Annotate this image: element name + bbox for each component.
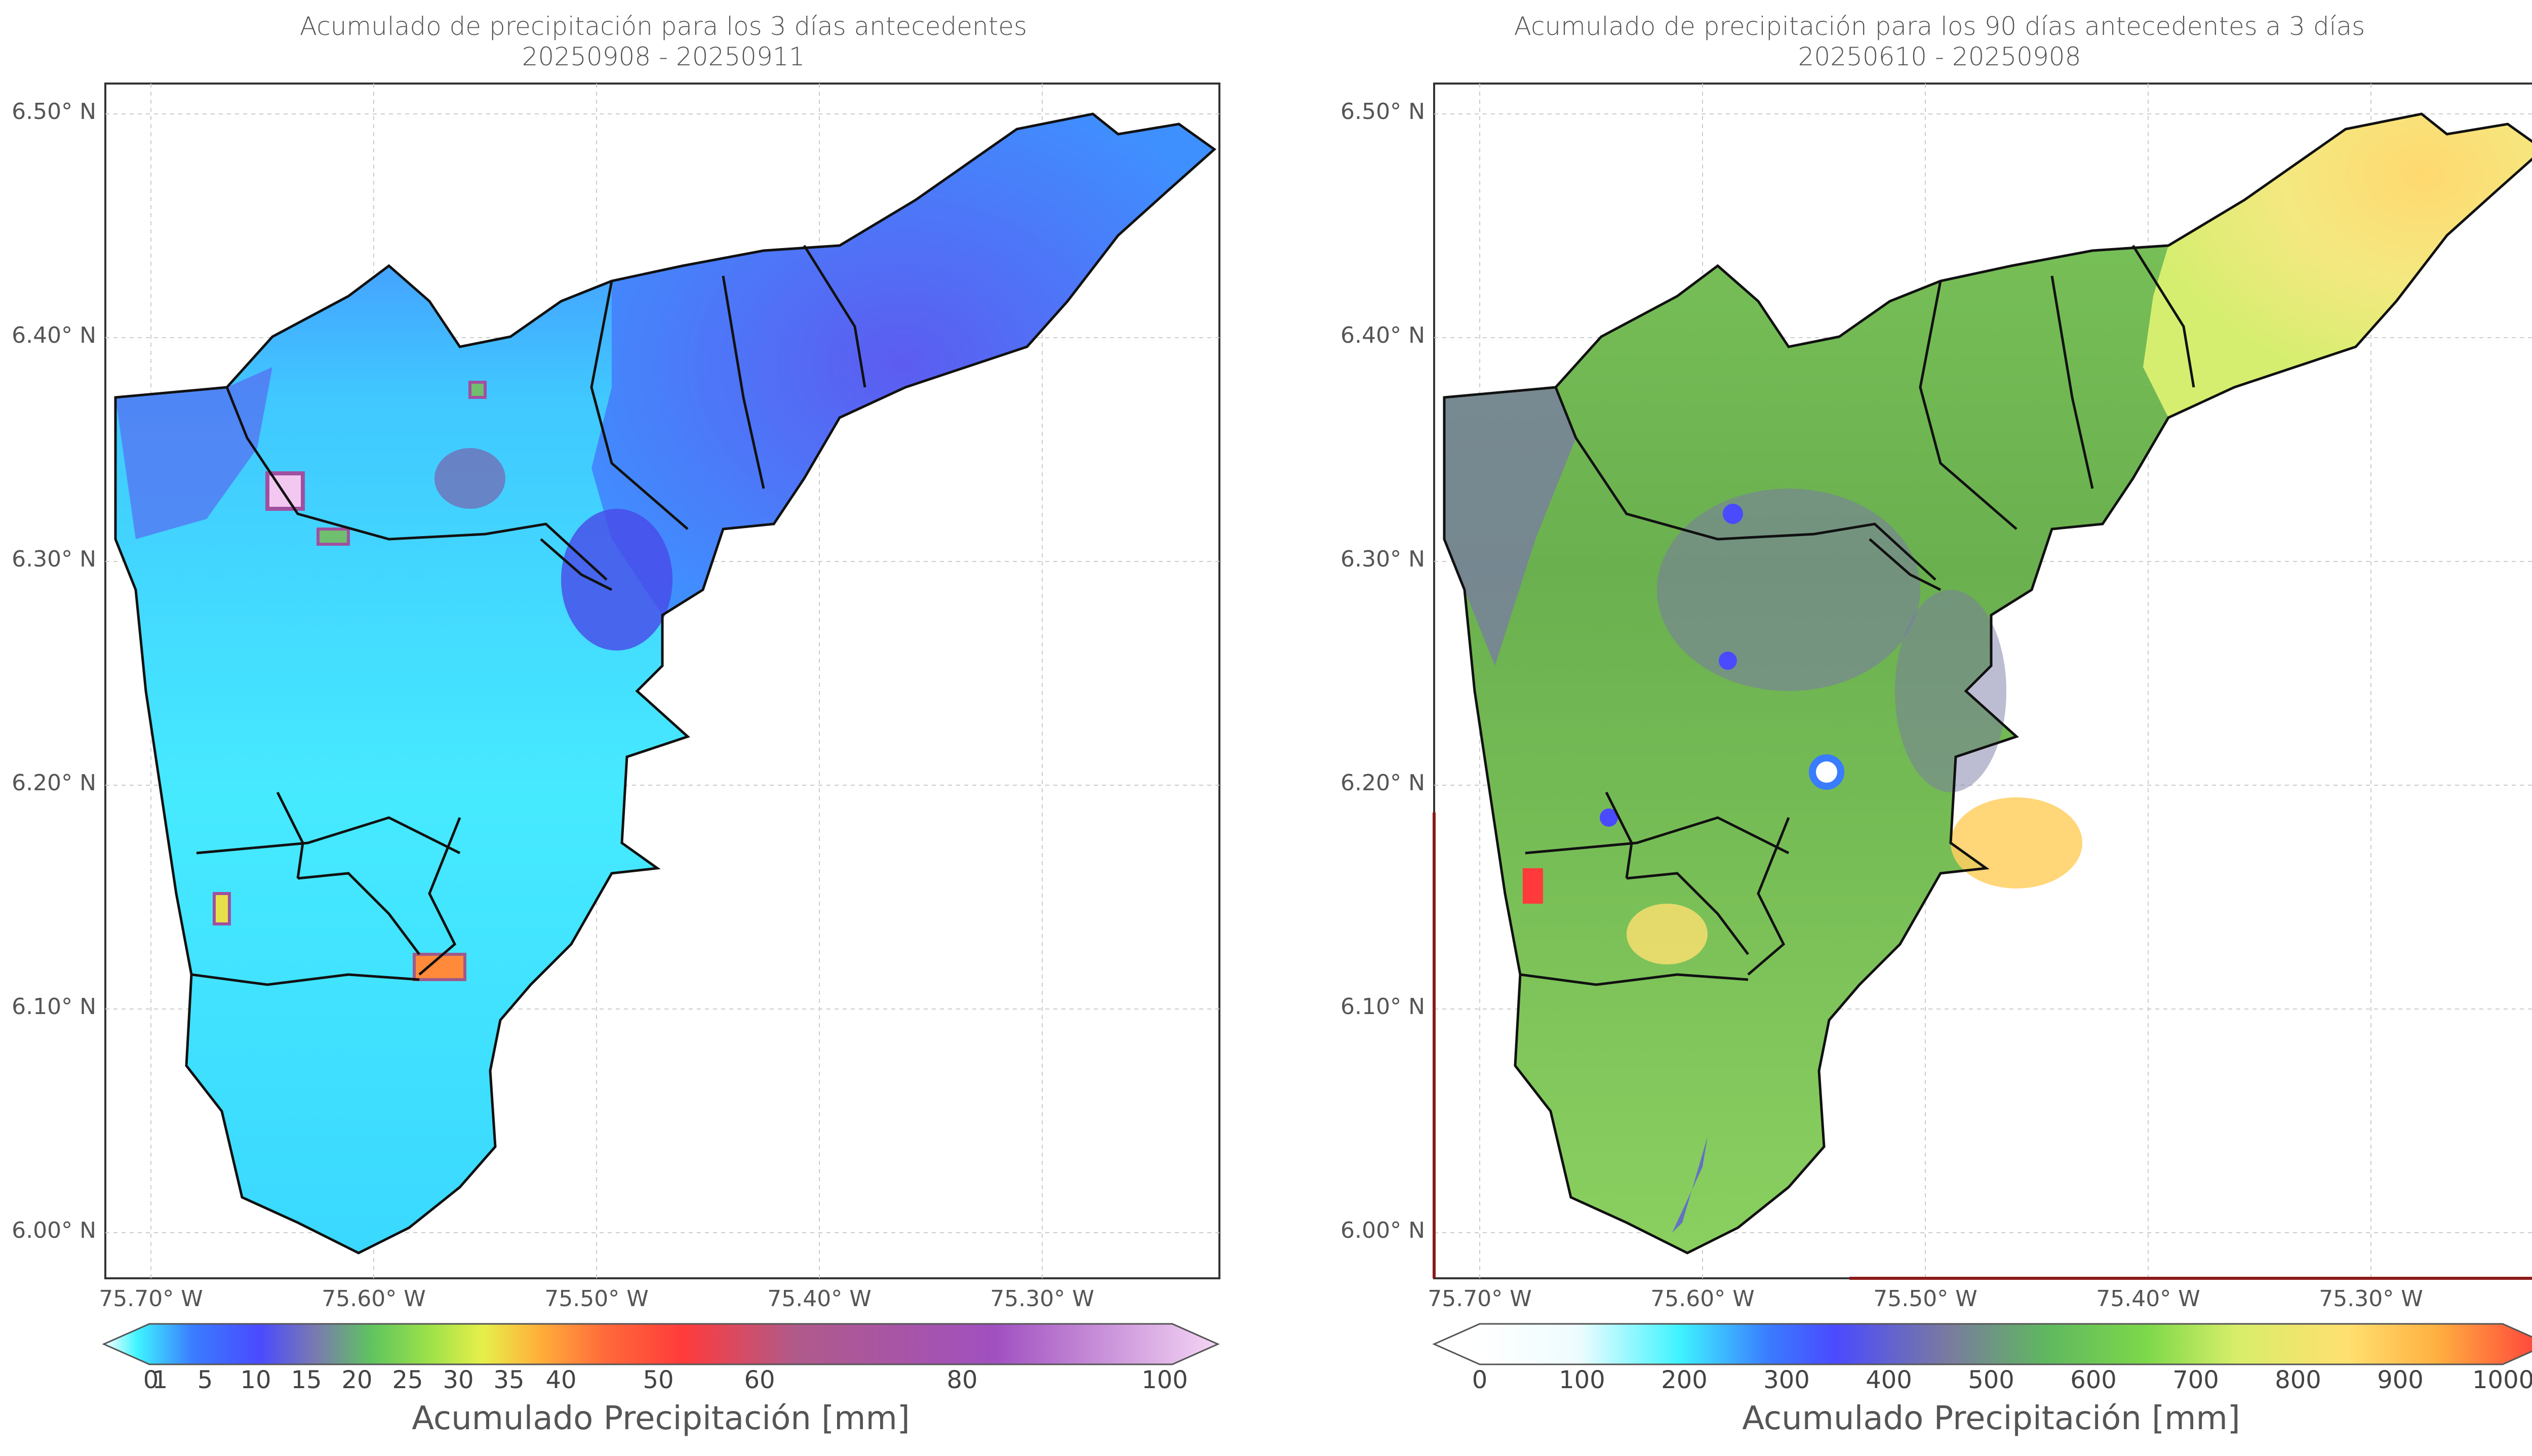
left-cb-tick-10: 50 (643, 1366, 674, 1394)
right-ytick-1: 6.40° N (1340, 322, 1425, 348)
left-cb-tick-5: 20 (341, 1366, 373, 1394)
left-xtick-2: 75.50° W (544, 1286, 649, 1312)
left-cb-tick-3: 10 (240, 1366, 271, 1394)
left-ytick-1: 6.40° N (12, 322, 96, 348)
right-cb-tick-1: 100 (1559, 1366, 1605, 1394)
right-ytick-2: 6.30° N (1340, 546, 1425, 572)
right-ytick-5: 6.00° N (1340, 1218, 1425, 1243)
right-cb-label: Acumulado Precipitación [mm] (1742, 1400, 2240, 1437)
left-boundaries (114, 112, 1217, 1255)
left-cb-tick-4: 15 (291, 1366, 322, 1394)
right-cb-tick-4: 400 (1866, 1366, 1912, 1394)
right-title-line1: Acumulado de precipitación para los 90 d… (1514, 12, 2365, 41)
right-colorbar (1432, 1323, 2532, 1365)
left-ytick-3: 6.20° N (12, 770, 96, 796)
left-xtick-0: 75.70° W (99, 1286, 203, 1312)
left-ytick-0: 6.50° N (12, 99, 96, 125)
left-cb-tick-7: 30 (443, 1366, 474, 1394)
left-cb-tick-11: 60 (744, 1366, 775, 1394)
left-colorbar (102, 1323, 1220, 1365)
left-map (104, 83, 1220, 1279)
right-cb-tick-9: 900 (2377, 1366, 2424, 1394)
left-precip-field (115, 114, 1214, 1253)
right-boundaries (1443, 112, 2532, 1255)
right-xtick-3: 75.40° W (2096, 1286, 2200, 1312)
right-cb-tick-2: 200 (1661, 1366, 1708, 1394)
left-xtick-4: 75.30° W (990, 1286, 1094, 1312)
right-cb-tick-0: 0 (1472, 1366, 1488, 1394)
right-cb-tick-5: 500 (1968, 1366, 2014, 1394)
left-ytick-5: 6.00° N (12, 1218, 96, 1243)
left-cb-tick-0: 0 (143, 1366, 159, 1394)
right-title-line2: 20250610 - 20250908 (1798, 42, 2081, 71)
right-cb-tick-3: 300 (1763, 1366, 1810, 1394)
left-cb-tick-13: 100 (1141, 1366, 1188, 1394)
right-ytick-3: 6.20° N (1340, 770, 1425, 796)
left-ytick-4: 6.10° N (12, 994, 96, 1020)
right-cb-tick-7: 700 (2172, 1366, 2219, 1394)
left-title-line2: 20250908 - 20250911 (522, 42, 805, 71)
left-ytick-2: 6.30° N (12, 546, 96, 572)
left-cb-tick-12: 80 (946, 1366, 978, 1394)
left-cb-tick-9: 40 (545, 1366, 577, 1394)
right-cb-tick-10: 1000 (2472, 1366, 2532, 1394)
right-cb-tick-6: 600 (2070, 1366, 2117, 1394)
left-map-panel: Acumulado de precipitación para los 3 dí… (12, 12, 1220, 1437)
left-cb-tick-2: 5 (197, 1366, 213, 1394)
right-ytick-0: 6.50° N (1340, 99, 1425, 125)
left-cb-tick-6: 25 (392, 1366, 423, 1394)
left-xtick-1: 75.60° W (322, 1286, 426, 1312)
right-ytick-4: 6.10° N (1340, 994, 1425, 1020)
right-map-panel: Acumulado de precipitación para los 90 d… (1277, 0, 2532, 1456)
right-xtick-0: 75.70° W (1428, 1286, 1532, 1312)
left-xtick-3: 75.40° W (767, 1286, 872, 1312)
left-cb-tick-8: 35 (493, 1366, 525, 1394)
right-map (1433, 83, 2532, 1280)
right-cb-tick-8: 800 (2275, 1366, 2321, 1394)
right-xtick-2: 75.50° W (1873, 1286, 1977, 1312)
right-xtick-1: 75.60° W (1650, 1286, 1755, 1312)
left-cb-label: Acumulado Precipitación [mm] (412, 1400, 910, 1437)
left-cb-tick-1: 1 (152, 1366, 168, 1394)
right-xtick-4: 75.30° W (2319, 1286, 2423, 1312)
left-title-line1: Acumulado de precipitación para los 3 dí… (299, 12, 1027, 41)
right-precip-field (1444, 114, 2532, 1253)
